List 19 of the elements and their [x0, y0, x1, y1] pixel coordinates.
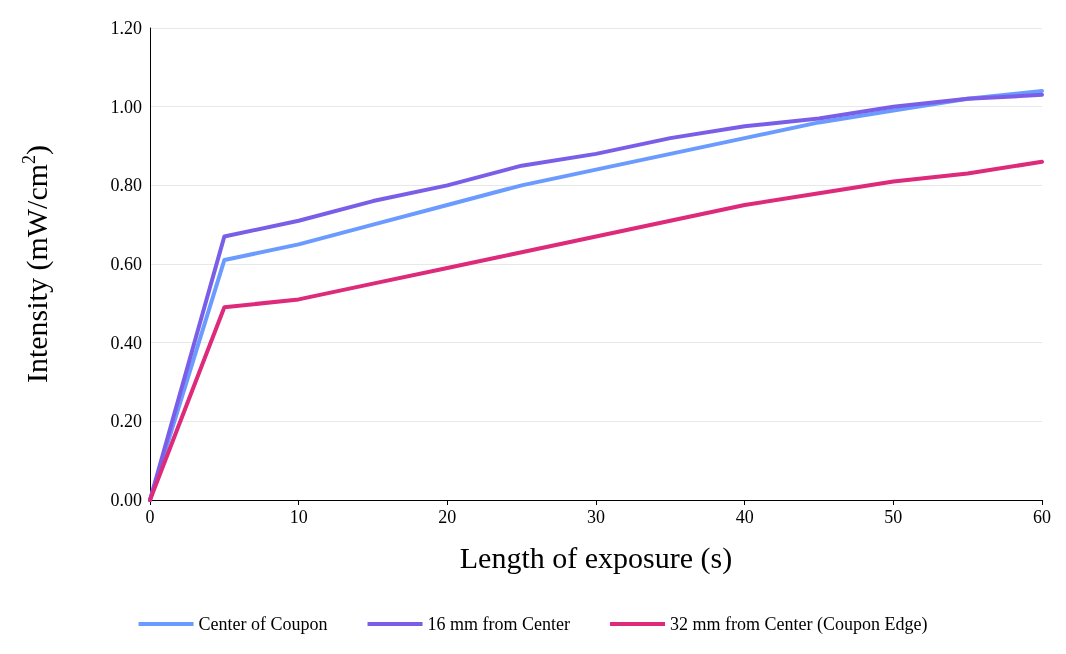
legend-label: 32 mm from Center (Coupon Edge) [670, 614, 928, 635]
legend-label: 16 mm from Center [427, 614, 571, 634]
y-tick-label: 0.00 [110, 490, 142, 510]
x-tick-label: 60 [1033, 507, 1051, 527]
x-tick-label: 20 [438, 507, 457, 527]
x-tick-label: 0 [145, 507, 155, 527]
x-tick-label: 40 [735, 507, 754, 527]
y-tick-label: 0.40 [110, 332, 142, 353]
x-tick-label: 50 [884, 507, 903, 527]
x-axis-title: Length of exposure (s) [459, 540, 733, 575]
y-tick-label: 1.00 [110, 96, 142, 117]
y-tick-label: 0.60 [110, 254, 142, 274]
y-tick-label: 1.20 [110, 18, 142, 38]
legend-label: Center of Coupon [198, 614, 328, 634]
y-axis-title: Intensity (mW/cm2) [19, 144, 54, 384]
x-tick-label: 10 [289, 507, 308, 527]
x-tick-label: 30 [587, 507, 605, 527]
y-tick-label: 0.20 [110, 411, 142, 432]
y-tick-label: 0.80 [110, 175, 142, 196]
